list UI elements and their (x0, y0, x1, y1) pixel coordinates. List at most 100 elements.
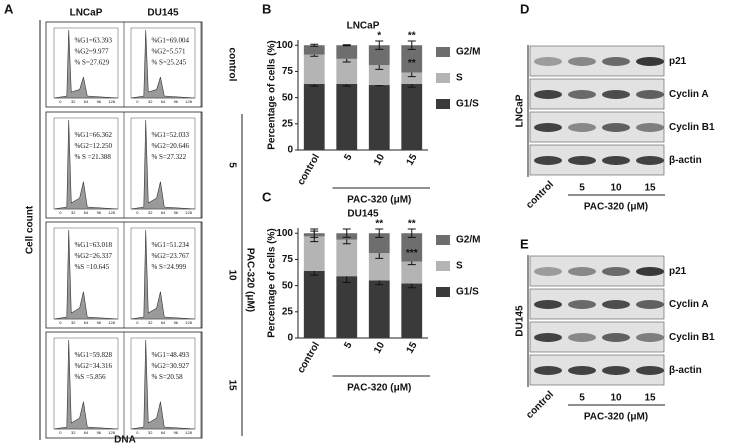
bar-segment (336, 276, 358, 338)
histogram (130, 229, 196, 320)
histogram-tick: 32 (148, 99, 153, 104)
protein-label: β-actin (669, 155, 702, 166)
legend-swatch (436, 99, 450, 109)
histogram (53, 119, 119, 210)
bar-segment (401, 233, 423, 262)
protein-label: Cyclin A (669, 299, 709, 310)
significance-mark: ** (408, 31, 416, 42)
significance-mark: * (377, 31, 381, 42)
cell-statistic: %G2=20.646 (151, 142, 189, 150)
protein-label: Cyclin B1 (669, 332, 715, 343)
protein-label: Cyclin B1 (669, 122, 715, 133)
bar-segment (401, 72, 423, 84)
histogram-tick: 32 (71, 320, 76, 325)
lane-label: 5 (579, 393, 585, 404)
blot-band (636, 366, 664, 375)
cell-statistic: %G1=52.033 (151, 131, 189, 139)
cell-statistic: %G2=9.977 (74, 47, 109, 55)
x-tick-label: 10 (372, 340, 387, 356)
cell-statistic: % S=27.322 (151, 153, 186, 161)
y-tick-label: 25 (282, 118, 294, 129)
histogram-tick: 64 (84, 320, 89, 325)
column-header: LNCaP (70, 8, 103, 19)
blot-band (568, 90, 596, 99)
histogram-tick: 0 (59, 210, 62, 215)
protein-label: Cyclin A (669, 89, 709, 100)
blot-band (636, 156, 664, 165)
row-label: 10 (226, 269, 237, 281)
blot-band (534, 90, 562, 99)
panel-letter: D (520, 1, 529, 16)
y-tick-label: 0 (287, 333, 293, 344)
blot-band (534, 267, 562, 276)
cell-statistic: %G1=69.004 (151, 36, 189, 44)
x-axis-label: PAC-320 (μM) (347, 195, 411, 206)
blot-band (568, 333, 596, 342)
blot-band (602, 366, 630, 375)
bar-segment (336, 84, 358, 150)
cell-statistic: %G2=30.927 (151, 362, 189, 370)
chart-title: DU145 (347, 209, 379, 220)
x-tick-label: 15 (405, 340, 420, 356)
histogram-tick: 64 (161, 210, 166, 215)
bar-segment (303, 270, 325, 338)
row-label: 5 (226, 162, 237, 168)
protein-label: β-actin (669, 365, 702, 376)
bar-segment (368, 280, 390, 338)
histogram (53, 339, 119, 430)
bar-segment (368, 85, 390, 150)
x-label: PAC-320 (μM) (584, 202, 648, 213)
legend-swatch (436, 287, 450, 297)
error-bar (375, 40, 384, 50)
histogram-tick: 128 (108, 99, 115, 104)
blot-band (602, 300, 630, 309)
y-axis-label: Percentage of cells (%) (267, 228, 278, 337)
bar-segment (401, 84, 423, 150)
blot-band (602, 156, 630, 165)
histogram-tick: 96 (97, 99, 102, 104)
panel-letter: B (262, 1, 271, 16)
cell-statistic: %G2=34.316 (74, 362, 112, 370)
cell-statistic: %G2=5.571 (151, 47, 186, 55)
histogram (130, 339, 196, 430)
legend-swatch (436, 73, 450, 83)
histogram-tick: 128 (185, 99, 192, 104)
legend-label: G1/S (456, 287, 479, 298)
legend-label: S (456, 261, 463, 272)
cell-statistic: %G1=66.362 (74, 131, 112, 139)
cell-statistic: %G1=48.493 (151, 351, 189, 359)
x-tick-label: 5 (342, 152, 355, 163)
histogram-tick: 96 (174, 320, 179, 325)
blot-band (636, 300, 664, 309)
x-tick-label: control (296, 152, 323, 187)
protein-label: p21 (669, 56, 687, 67)
y-label: Cell count (25, 205, 36, 254)
blot-band (534, 123, 562, 132)
bar-segment (336, 239, 358, 277)
significance-mark: ** (408, 58, 416, 69)
histogram-tick: 32 (71, 99, 76, 104)
cell-line-label: LNCaP (515, 94, 526, 127)
histogram-tick: 0 (59, 430, 62, 435)
bar-segment (336, 58, 358, 84)
blot-band (568, 123, 596, 132)
cell-statistic: %G2=12.250 (74, 142, 112, 150)
histogram-tick: 128 (185, 430, 192, 435)
bar-segment (401, 261, 423, 284)
lane-label: 15 (644, 183, 656, 194)
blot-band (568, 57, 596, 66)
histogram-tick: 96 (174, 430, 179, 435)
error-bar (375, 228, 384, 238)
histogram-tick: 32 (148, 320, 153, 325)
lane-label: 15 (644, 393, 656, 404)
cell-statistic: %S =5.856 (74, 373, 106, 381)
y-axis-label: Percentage of cells (%) (267, 40, 278, 149)
bar-segment (303, 236, 325, 271)
histogram (130, 29, 196, 99)
histogram-tick: 96 (174, 210, 179, 215)
bar-segment (368, 65, 390, 86)
cell-line-label: DU145 (515, 305, 526, 337)
histogram-tick: 0 (59, 320, 62, 325)
y-tick-label: 25 (282, 306, 294, 317)
histogram-tick: 96 (97, 320, 102, 325)
